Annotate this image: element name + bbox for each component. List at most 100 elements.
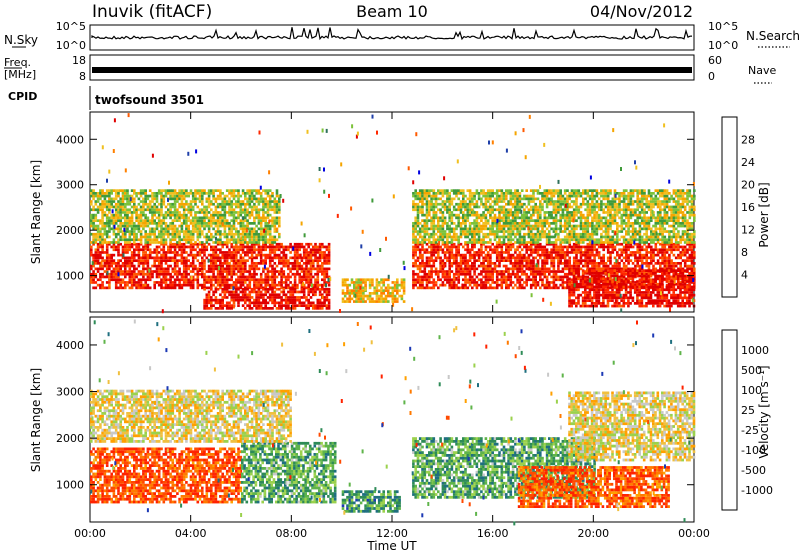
- power-cell: [375, 289, 379, 292]
- power-cell: [493, 245, 497, 249]
- power-cell: [380, 278, 383, 282]
- power-cell: [232, 298, 236, 302]
- power-cell: [230, 219, 233, 222]
- power-cell: [468, 264, 472, 268]
- power-cell: [437, 286, 440, 290]
- power-cell: [142, 286, 145, 290]
- power-cell: [228, 238, 231, 242]
- power-cell: [359, 289, 363, 292]
- power-cell: [690, 242, 694, 246]
- power-cell: [203, 216, 206, 220]
- power-cell: [357, 297, 361, 301]
- power-cell: [591, 251, 594, 254]
- power-cell: [271, 307, 274, 310]
- power-cell: [130, 238, 134, 242]
- power-cell: [101, 283, 104, 287]
- power-cell: [210, 208, 213, 212]
- power-cell: [126, 281, 129, 284]
- power-cell: [355, 297, 358, 301]
- power-cell: [302, 290, 306, 294]
- power-cell: [225, 224, 229, 228]
- power-cell: [110, 222, 113, 225]
- power-cell: [282, 286, 286, 290]
- power-cell: [266, 202, 270, 206]
- power-cell: [298, 272, 301, 276]
- power-cell: [480, 286, 483, 290]
- power-cell: [647, 264, 651, 268]
- power-cell: [117, 286, 120, 290]
- power-cell: [110, 219, 113, 222]
- power-cell: [262, 287, 265, 291]
- power-cell: [96, 245, 100, 249]
- power-cell: [255, 296, 258, 299]
- power-cell: [588, 253, 592, 257]
- power-cell: [119, 230, 122, 233]
- power-cell: [437, 256, 440, 260]
- power-cell: [389, 292, 392, 295]
- power-cell: [205, 192, 209, 195]
- power-cell: [450, 211, 454, 214]
- power-cell: [527, 259, 531, 262]
- power-cell: [434, 272, 438, 276]
- power-cell: [139, 242, 143, 246]
- power-cell: [137, 242, 141, 246]
- power-cell: [151, 219, 154, 222]
- power-cell: [402, 292, 406, 295]
- power-cell: [631, 262, 635, 265]
- power-cell: [257, 278, 261, 282]
- power-cell: [446, 205, 449, 209]
- power-cell: [643, 256, 646, 260]
- power-cell: [255, 216, 258, 220]
- cpid-value: twofsound 3501: [95, 93, 204, 107]
- power-cell: [114, 283, 118, 287]
- power-cell: [92, 253, 95, 257]
- power-cell: [430, 200, 433, 203]
- power-cell: [124, 208, 127, 212]
- power-cell: [507, 275, 510, 279]
- power-cell: [219, 192, 222, 195]
- power-cell: [606, 245, 610, 249]
- power-cell: [117, 189, 120, 192]
- power-cell: [557, 253, 560, 257]
- power-cell: [289, 290, 292, 294]
- power-cell: [153, 286, 156, 290]
- power-cell: [355, 289, 358, 292]
- power-cell: [207, 238, 211, 242]
- power-cell: [307, 251, 310, 254]
- power-cell: [480, 242, 483, 246]
- power-cell: [523, 264, 526, 268]
- power-cell: [169, 202, 172, 206]
- power-cell: [124, 192, 127, 195]
- power-cell: [314, 287, 317, 291]
- power-cell: [191, 264, 195, 268]
- power-cell: [239, 200, 243, 203]
- power-cell: [108, 267, 111, 271]
- power-cell: [428, 281, 431, 284]
- power-cell: [135, 205, 138, 209]
- power-cell: [130, 189, 134, 192]
- power-cell: [300, 281, 304, 284]
- power-cell: [686, 256, 689, 260]
- power-cell: [173, 278, 177, 282]
- power-cell: [293, 275, 297, 279]
- power-cell: [232, 224, 236, 228]
- power-cell: [400, 294, 404, 298]
- power-cell: [133, 200, 136, 203]
- power-cell: [90, 264, 93, 268]
- power-cell: [296, 242, 299, 246]
- power-cell: [255, 213, 258, 217]
- power-cell: [167, 235, 170, 239]
- power-cell: [325, 290, 329, 294]
- power-cell: [643, 253, 646, 257]
- power-cell: [185, 267, 188, 271]
- power-cell: [237, 296, 240, 299]
- power-cell: [212, 278, 215, 282]
- power-cell: [300, 278, 304, 282]
- power-cell: [250, 238, 254, 242]
- power-cell: [432, 211, 436, 214]
- power-cell: [597, 251, 601, 254]
- power-cell: [90, 213, 93, 217]
- power-cell: [450, 281, 454, 284]
- power-cell: [545, 286, 549, 290]
- power-cell: [148, 232, 152, 236]
